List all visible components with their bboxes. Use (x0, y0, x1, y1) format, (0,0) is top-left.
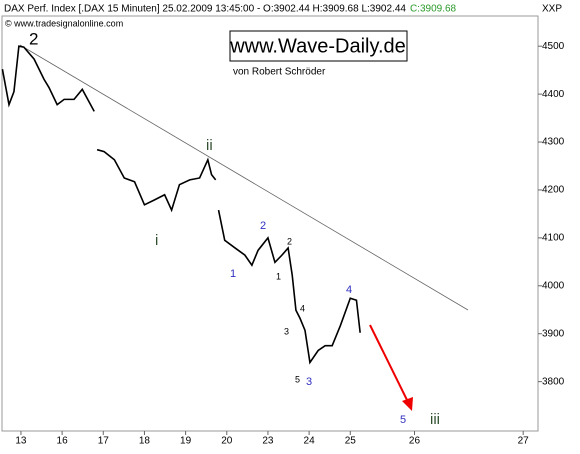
x-tick-label: 20 (221, 436, 233, 447)
chart-title: DAX Perf. Index [.DAX 15 Minuten] 25.02.… (4, 4, 406, 15)
price-line (217, 209, 361, 365)
trend-line (19, 44, 469, 311)
wave-label: 1 (276, 271, 281, 281)
forecast-arrow (369, 324, 409, 403)
wave-label: 4 (300, 303, 305, 313)
y-tick-label: 4200 (542, 185, 565, 196)
author: von Robert Schröder (233, 67, 326, 78)
wave-label: ii (206, 137, 213, 154)
price-line (96, 148, 217, 213)
wave-label: 5 (400, 414, 406, 426)
x-tick-label: 18 (139, 436, 151, 447)
y-tick-label: 3900 (542, 328, 565, 339)
plot-border (1, 15, 539, 432)
wave-label: iii (430, 411, 440, 428)
x-tick-label: 17 (98, 436, 110, 447)
wave-label: 5 (295, 374, 300, 384)
wave-label: 3 (284, 326, 289, 336)
arrow-head (402, 397, 413, 411)
wave-label: 3 (306, 376, 312, 388)
axis-code: XXP (542, 4, 562, 15)
source: © www.tradesignalonline.com (5, 18, 123, 28)
x-tick-label: 26 (409, 436, 421, 447)
x-tick-label: 16 (57, 436, 69, 447)
x-tick-label: 23 (262, 436, 274, 447)
brand: www.Wave-Daily.de (229, 35, 406, 57)
close-value: C:3909.68 (410, 4, 457, 15)
wave-label: 2 (287, 236, 292, 246)
y-tick-label: 4400 (542, 89, 565, 100)
x-tick-label: 25 (345, 436, 357, 447)
price-line (1, 45, 95, 112)
y-tick-label: 4100 (542, 233, 565, 244)
y-tick-label: 4300 (542, 137, 565, 148)
wave-label: i (155, 232, 158, 249)
wave-label: 4 (346, 284, 352, 296)
y-tick-label: 4500 (542, 41, 565, 52)
wave-label: 1 (230, 268, 236, 280)
wave-label: 2 (29, 29, 38, 48)
y-tick-label: 4000 (542, 280, 565, 291)
x-tick-label: 13 (15, 436, 27, 447)
x-tick-label: 27 (518, 436, 530, 447)
x-tick-label: 24 (304, 436, 316, 447)
brand-box (229, 30, 408, 62)
wave-label: 2 (260, 220, 266, 232)
y-tick-label: 3800 (542, 376, 565, 387)
x-tick-label: 19 (180, 436, 192, 447)
